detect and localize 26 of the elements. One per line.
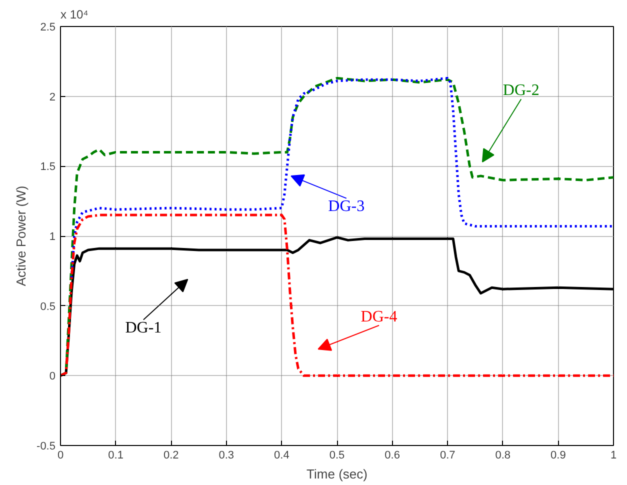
line-series — [70, 76, 614, 280]
x-tick-label: 0.7 — [440, 450, 456, 462]
x-tick-label: 0.3 — [218, 450, 234, 462]
annotation: DG-1 — [125, 320, 162, 337]
x-tick-label: 0.5 — [329, 450, 345, 462]
y-tick-label: 2.5 — [40, 22, 56, 34]
y-tick-label: 0 — [49, 370, 56, 383]
x-axis-title: Time (sec) — [306, 466, 368, 482]
x-tick-label: 0 — [57, 450, 64, 462]
x-tick-label: 0.2 — [163, 450, 179, 462]
annotation: DG-2 — [502, 82, 540, 100]
annotation: DG-3 — [328, 198, 365, 216]
x-tick-label: 0.6 — [384, 450, 400, 462]
x-tick-label: 0.4 — [274, 450, 290, 462]
y-tick-label: 1.5 — [40, 161, 56, 174]
x-tick-label: 0.9 — [550, 450, 566, 462]
x-tick-label: 0.1 — [108, 450, 124, 462]
y-axis-title: Active Power (W) — [14, 186, 29, 286]
y-tick-label: 2 — [49, 91, 56, 104]
y-tick-label: 0.5 — [40, 300, 56, 313]
y-tick-label: 1 — [49, 231, 56, 243]
y-tick-label: -0.5 — [36, 440, 56, 452]
annotation: DG-4 — [360, 308, 398, 326]
x-tick-label: 0.8 — [495, 450, 511, 462]
text: x 10⁴ — [60, 8, 88, 22]
x-tick-label: 1 — [610, 450, 617, 462]
